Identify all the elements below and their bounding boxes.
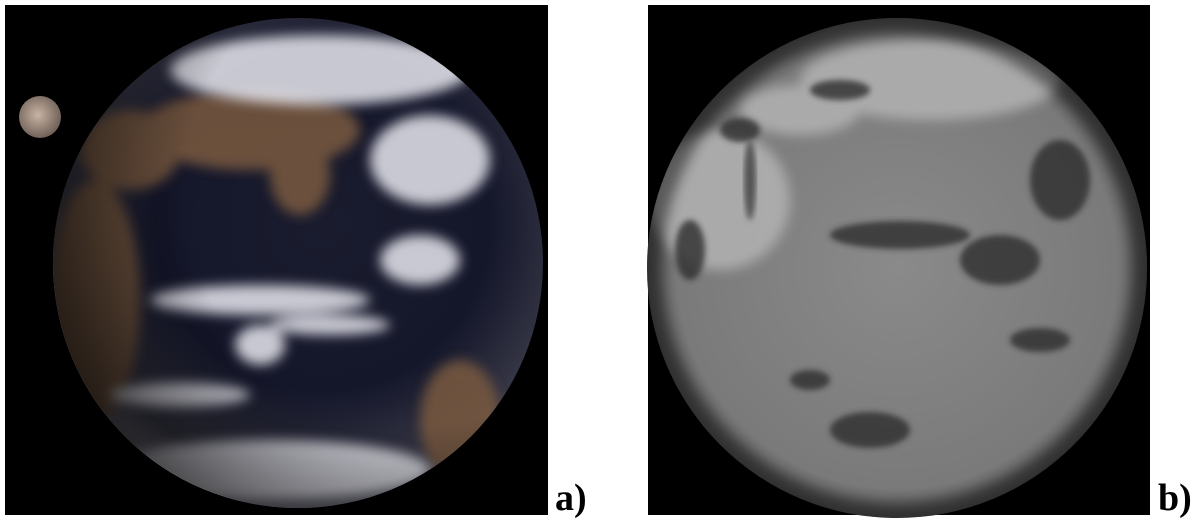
panel-label: b) [1158, 477, 1192, 519]
panel-b-image: b) [647, 5, 1192, 519]
panel-a-image: a) [5, 5, 587, 519]
panel-label: a) [555, 477, 587, 519]
